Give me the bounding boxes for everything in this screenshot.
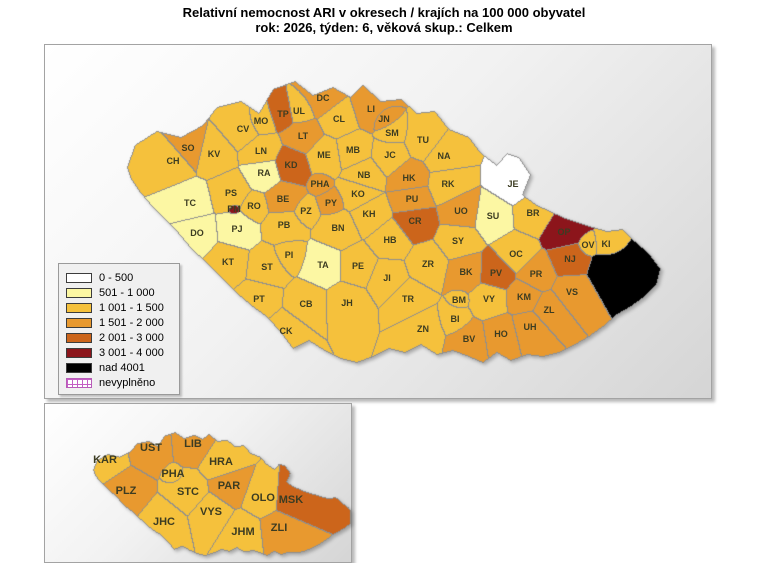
legend-item-label: 3 001 - 4 000 <box>99 346 164 359</box>
legend-color-swatch <box>66 362 92 373</box>
chart-title-line1: Relativní nemocnost ARI v okresech / kra… <box>182 5 586 20</box>
district-map-panel: CH SO KV CV MO TP UL DC LT LN CL LI JN SM TU NA JC MB ME KD… <box>44 44 712 399</box>
legend-item: nevyplněno <box>66 375 179 390</box>
legend-hatch-swatch <box>66 377 92 388</box>
legend-color-swatch <box>66 272 92 283</box>
legend-item-label: 0 - 500 <box>99 271 134 284</box>
legend-item: 2 001 - 3 000 <box>66 330 179 345</box>
legend-item: 1 501 - 2 000 <box>66 315 179 330</box>
legend-item-label: 2 001 - 3 000 <box>99 331 164 344</box>
legend-item: 501 - 1 000 <box>66 285 179 300</box>
legend-color-swatch <box>66 302 92 313</box>
legend-item: nad 4001 <box>66 360 179 375</box>
legend-box: 0 - 500 501 - 1 000 1 001 - 1 500 1 501 - 2… <box>58 263 180 395</box>
legend-color-swatch <box>66 347 92 358</box>
legend-color-swatch <box>66 317 92 328</box>
legend-item-label: 1 501 - 2 000 <box>99 316 164 329</box>
chart-title: Relativní nemocnost ARI v okresech / kra… <box>0 5 768 35</box>
legend-item: 3 001 - 4 000 <box>66 345 179 360</box>
legend-item: 0 - 500 <box>66 270 179 285</box>
legend-color-swatch <box>66 332 92 343</box>
legend-item-label: nad 4001 <box>99 361 145 374</box>
region-map-canvas <box>45 404 351 560</box>
chart-title-line2: rok: 2026, týden: 6, věková skup.: Celke… <box>255 20 513 35</box>
legend-item-label: 1 001 - 1 500 <box>99 301 164 314</box>
legend-color-swatch <box>66 287 92 298</box>
region-map-panel: KAR UST LIB HRA PHA PLZ STC PAR OLO MSK VYS JHC JHM Z… <box>44 403 352 563</box>
legend-item-label: 501 - 1 000 <box>99 286 155 299</box>
legend-item: 1 001 - 1 500 <box>66 300 179 315</box>
legend-item-label: nevyplněno <box>99 376 156 389</box>
